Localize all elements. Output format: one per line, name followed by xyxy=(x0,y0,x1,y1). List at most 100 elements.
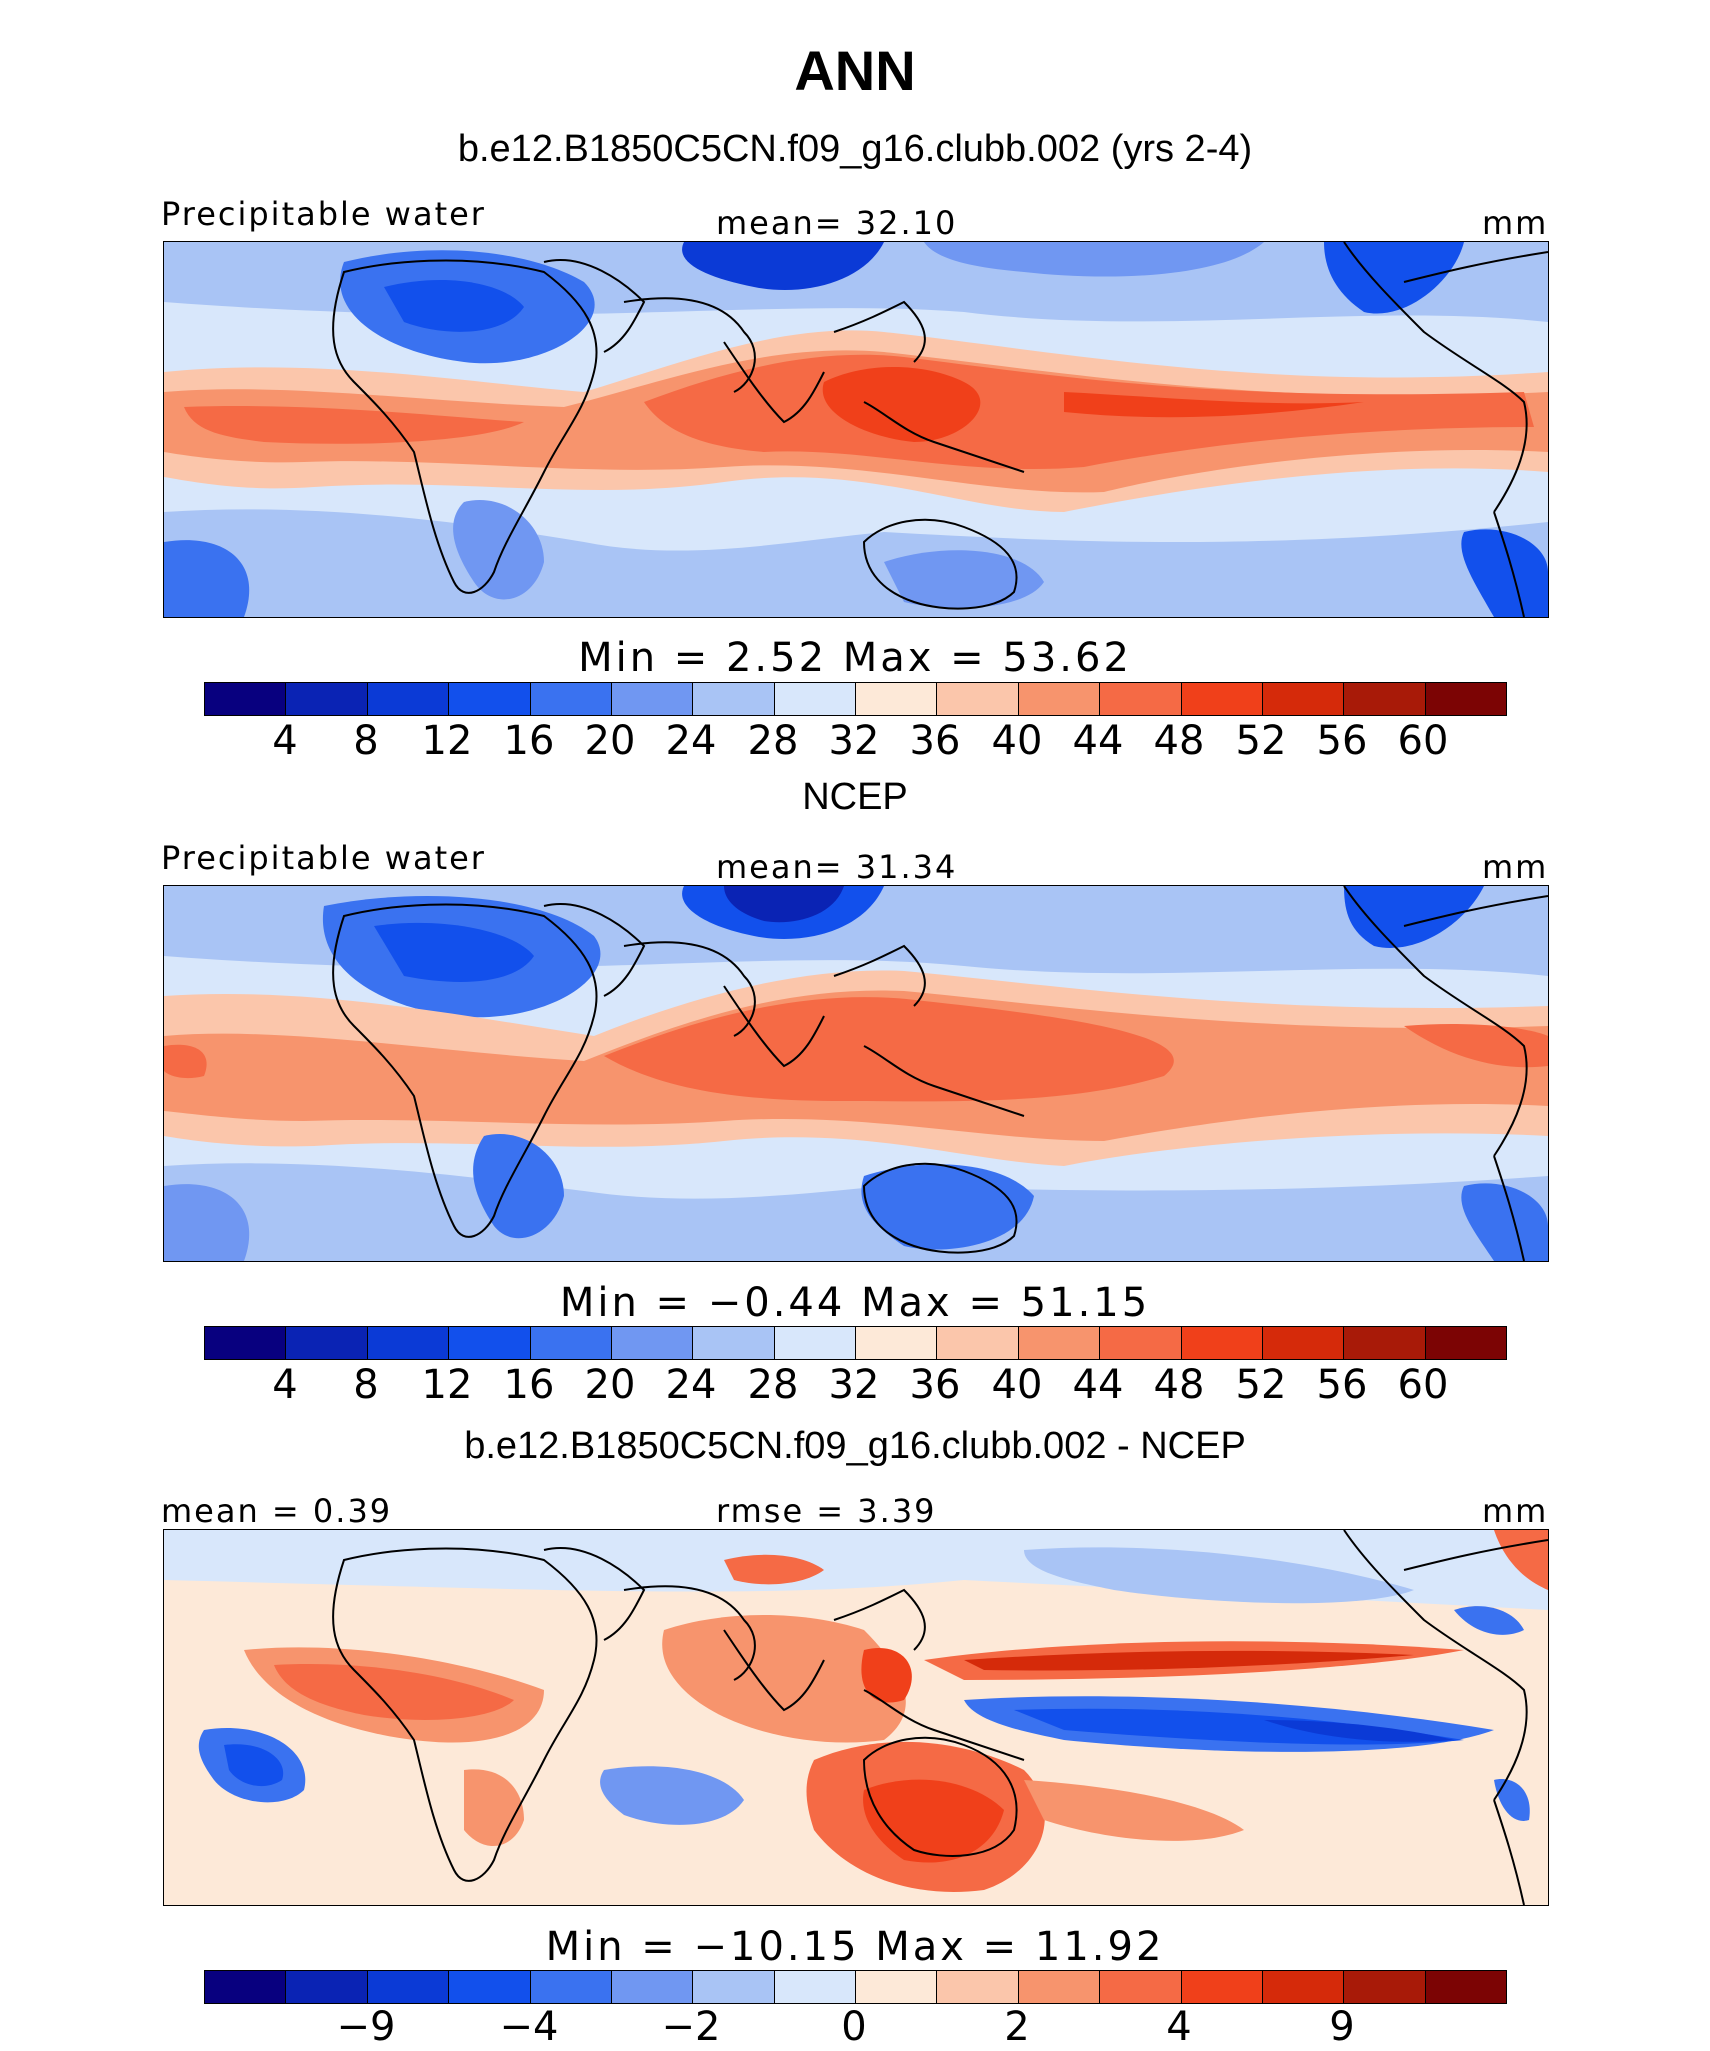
colorbar-swatch xyxy=(937,683,1019,715)
panel-2-min-max: Min = −0.44 Max = 51.15 xyxy=(559,1280,1151,1326)
colorbar-swatch xyxy=(286,1327,368,1359)
colorbar-swatch xyxy=(856,1971,938,2003)
colorbar-swatch xyxy=(1018,1327,1101,1359)
colorbar-swatch xyxy=(611,683,694,715)
colorbar-swatch xyxy=(530,1327,612,1359)
colorbar-tick: 9 xyxy=(1329,2004,1355,2050)
colorbar-swatch xyxy=(693,1971,775,2003)
colorbar-swatch xyxy=(1425,683,1506,715)
panel-3-title: b.e12.B1850C5CN.f09_g16.clubb.002 - NCEP xyxy=(464,1425,1246,1467)
colorbar-swatch xyxy=(530,683,612,715)
colorbar-tick: 28 xyxy=(747,1362,799,1408)
colorbar-swatch xyxy=(1018,1971,1101,2003)
colorbar-tick: 16 xyxy=(503,1362,555,1408)
panel-2-variable-label: Precipitable water xyxy=(161,839,486,877)
colorbar-tick: 32 xyxy=(828,718,880,764)
colorbar-tick: 36 xyxy=(909,718,961,764)
panel-1-variable-label: Precipitable water xyxy=(161,195,486,233)
colorbar-swatch xyxy=(367,1327,450,1359)
colorbar-tick: 32 xyxy=(828,1362,880,1408)
colorbar-swatch xyxy=(1344,1971,1426,2003)
colorbar-tick: 4 xyxy=(272,1362,298,1408)
colorbar-tick: 56 xyxy=(1316,718,1368,764)
panel-3-units-label: mm xyxy=(1482,1492,1549,1530)
colorbar-swatch xyxy=(286,683,368,715)
figure-title: ANN xyxy=(794,39,916,102)
panel-2-mean-label: mean= 31.34 xyxy=(716,848,958,886)
panel-1-min-max: Min = 2.52 Max = 53.62 xyxy=(578,635,1132,681)
colorbar-tick: 40 xyxy=(991,1362,1043,1408)
colorbar-swatch xyxy=(530,1971,612,2003)
colorbar-tick: 44 xyxy=(1072,1362,1124,1408)
colorbar-tick: −4 xyxy=(499,2004,559,2050)
colorbar-tick: 36 xyxy=(909,1362,961,1408)
colorbar-swatch xyxy=(1262,1971,1345,2003)
panel-2-title: NCEP xyxy=(802,776,908,818)
colorbar-tick: 0 xyxy=(841,2004,867,2050)
colorbar-swatch xyxy=(937,1327,1019,1359)
panel-1-units-label: mm xyxy=(1482,204,1549,242)
colorbar-swatch xyxy=(449,1971,531,2003)
colorbar-swatch xyxy=(1100,1327,1182,1359)
colorbar-swatch xyxy=(449,683,531,715)
colorbar-tick: 56 xyxy=(1316,1362,1368,1408)
colorbar-swatch xyxy=(286,1971,368,2003)
colorbar-tick: 28 xyxy=(747,718,799,764)
panel-1-title: b.e12.B1850C5CN.f09_g16.clubb.002 (yrs 2… xyxy=(457,128,1253,170)
colorbar-swatch xyxy=(449,1327,531,1359)
colorbar-tick: −9 xyxy=(336,2004,396,2050)
panel-2-units-label: mm xyxy=(1482,848,1549,886)
colorbar-swatch xyxy=(1344,683,1426,715)
colorbar-swatch xyxy=(693,1327,775,1359)
panel-3-rmse-label: rmse = 3.39 xyxy=(716,1492,937,1530)
colorbar-tick: 20 xyxy=(584,1362,636,1408)
colorbar-tick: 60 xyxy=(1397,718,1449,764)
colorbar-tick: 40 xyxy=(991,718,1043,764)
panel-2-map xyxy=(163,885,1549,1262)
colorbar-tick: 12 xyxy=(421,718,473,764)
colorbar-swatch xyxy=(856,1327,938,1359)
colorbar-tick: 16 xyxy=(503,718,555,764)
colorbar-swatch xyxy=(205,683,287,715)
colorbar-tick: 24 xyxy=(665,718,717,764)
panel-3-min-max: Min = −10.15 Max = 11.92 xyxy=(545,1924,1165,1970)
colorbar-swatch xyxy=(367,1971,450,2003)
panel-3-map xyxy=(163,1529,1549,1906)
colorbar-tick: 52 xyxy=(1235,1362,1287,1408)
colorbar-swatch xyxy=(1181,683,1263,715)
colorbar-swatch xyxy=(611,1971,694,2003)
panel-2-colorbar xyxy=(204,1326,1507,1360)
colorbar-swatch xyxy=(1181,1327,1263,1359)
panel-1-colorbar xyxy=(204,682,1507,716)
colorbar-swatch xyxy=(774,1327,856,1359)
panel-1-mean-label: mean= 32.10 xyxy=(716,204,958,242)
panel-3-colorbar xyxy=(204,1970,1507,2004)
colorbar-tick: 8 xyxy=(353,718,379,764)
colorbar-swatch xyxy=(693,683,775,715)
panel-3-mean-label: mean = 0.39 xyxy=(161,1492,393,1530)
colorbar-swatch xyxy=(1262,1327,1345,1359)
colorbar-tick: −2 xyxy=(661,2004,721,2050)
colorbar-swatch xyxy=(774,683,856,715)
colorbar-tick: 4 xyxy=(272,718,298,764)
colorbar-swatch xyxy=(1100,683,1182,715)
colorbar-swatch xyxy=(1425,1971,1506,2003)
colorbar-tick: 8 xyxy=(353,1362,379,1408)
colorbar-swatch xyxy=(1344,1327,1426,1359)
colorbar-swatch xyxy=(1018,683,1101,715)
colorbar-tick: 48 xyxy=(1153,718,1205,764)
colorbar-swatch xyxy=(1262,683,1345,715)
colorbar-tick: 4 xyxy=(1166,2004,1192,2050)
colorbar-swatch xyxy=(856,683,938,715)
colorbar-tick: 52 xyxy=(1235,718,1287,764)
colorbar-tick: 44 xyxy=(1072,718,1124,764)
colorbar-swatch xyxy=(205,1971,287,2003)
colorbar-swatch xyxy=(774,1971,856,2003)
colorbar-tick: 48 xyxy=(1153,1362,1205,1408)
panel-1-map xyxy=(163,241,1549,618)
colorbar-tick: 60 xyxy=(1397,1362,1449,1408)
colorbar-swatch xyxy=(205,1327,287,1359)
colorbar-swatch xyxy=(937,1971,1019,2003)
colorbar-tick: 20 xyxy=(584,718,636,764)
colorbar-tick: 2 xyxy=(1004,2004,1030,2050)
